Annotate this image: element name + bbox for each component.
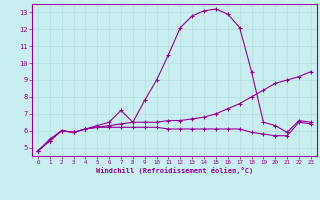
X-axis label: Windchill (Refroidissement éolien,°C): Windchill (Refroidissement éolien,°C) bbox=[96, 167, 253, 174]
